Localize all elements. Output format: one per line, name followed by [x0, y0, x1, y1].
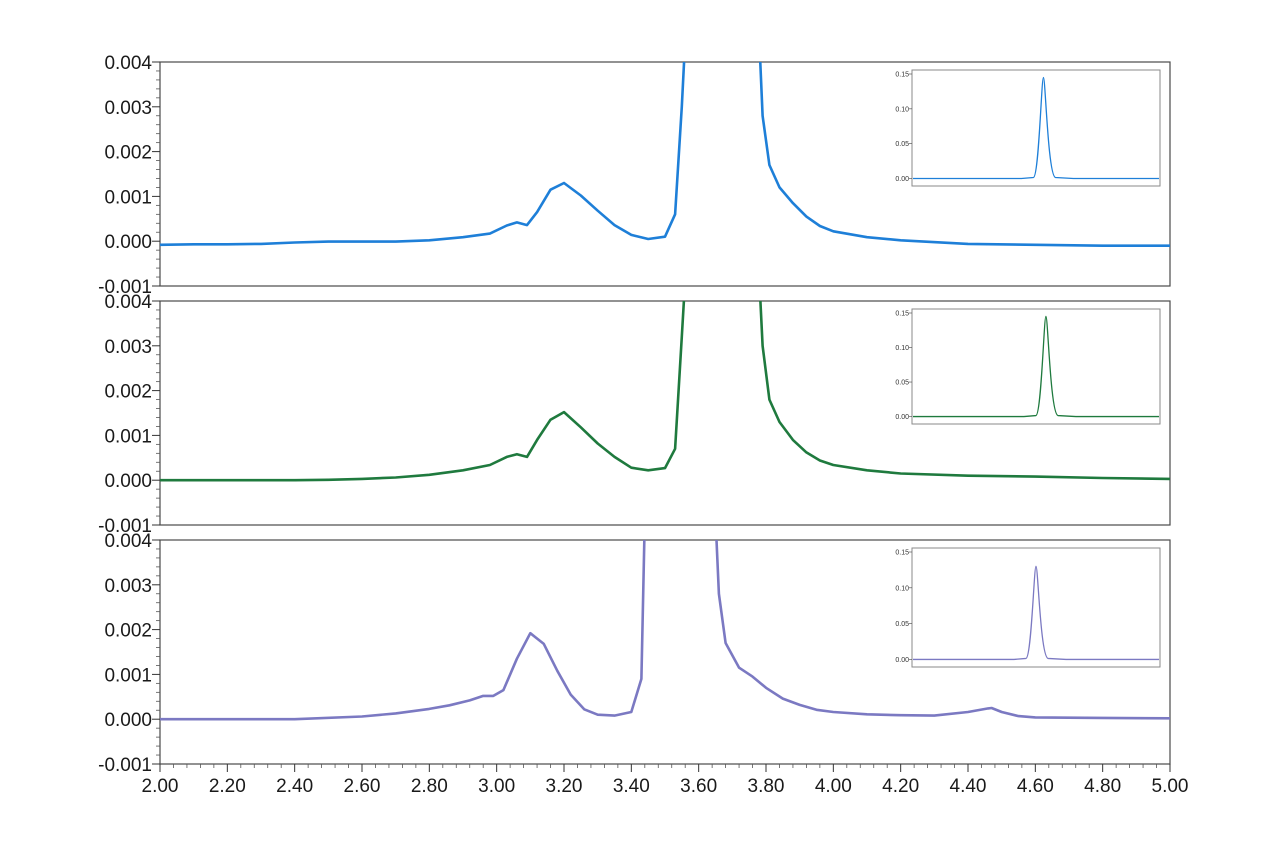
y-tick-label: 0.000 [104, 471, 152, 492]
inset-1: 0.00 0.05 0.10 0.15 [895, 69, 1161, 187]
inset-y-tick-label: 0.05 [895, 621, 909, 628]
y-tick-label: 0.002 [104, 621, 152, 642]
y-tick-label: 0.001 [104, 187, 152, 208]
inset-line [913, 76, 1159, 180]
inset-2: 0.00 0.05 0.10 0.15 [895, 308, 1161, 425]
inset-y-tick-label: 0.15 [895, 550, 909, 557]
y-tick-label: 0.004 [104, 531, 152, 552]
y-tick-label: 0.003 [104, 98, 152, 119]
inset-y-tick-label: 0.10 [895, 345, 909, 352]
y-tick-label: 0.004 [104, 292, 152, 313]
x-tick-label: 4.20 [882, 776, 919, 797]
inset-frame [911, 547, 1161, 668]
y-tick-label: 0.004 [104, 53, 152, 74]
inset-y-tick-label: 0.10 [895, 585, 909, 592]
inset-frame [911, 308, 1161, 425]
x-tick-label: 4.60 [1017, 776, 1054, 797]
x-tick-label: 2.80 [411, 776, 448, 797]
y-tick-label: -0.001 [98, 277, 152, 298]
x-tick-label: 4.40 [950, 776, 987, 797]
inset-y-tick-label: 0.00 [895, 176, 909, 183]
panel-2-frame [159, 300, 1171, 526]
x-tick-label: 4.00 [815, 776, 852, 797]
y-tick-label: 0.002 [104, 143, 152, 164]
inset-y-tick-label: 0.15 [895, 72, 909, 79]
x-tick-label: 2.20 [209, 776, 246, 797]
inset-3: 0.00 0.05 0.10 0.15 [895, 547, 1161, 668]
inset-y-tick-label: 0.00 [895, 657, 909, 664]
panel-3: -0.0010.0000.0010.0020.0030.0040.000.050… [98, 531, 1171, 776]
y-tick-label: -0.001 [98, 755, 152, 776]
inset-y-tick-label: 0.05 [895, 141, 909, 148]
y-tick-label: 0.003 [104, 337, 152, 358]
inset-y-tick-label: 0.15 [895, 311, 909, 318]
y-tick-label: 0.003 [104, 576, 152, 597]
x-tick-label: 3.00 [478, 776, 515, 797]
x-tick-label: 3.20 [546, 776, 583, 797]
panel-1-frame [159, 61, 1171, 287]
inset-line [913, 315, 1159, 418]
series-line-3 [160, 540, 1170, 721]
x-tick-label: 3.40 [613, 776, 650, 797]
y-tick-label: 0.001 [104, 665, 152, 686]
inset-y-tick-label: 0.00 [895, 414, 909, 421]
inset-y-tick-label: 0.10 [895, 106, 909, 113]
y-tick-label: -0.001 [98, 516, 152, 537]
y-tick-label: 0.001 [104, 426, 152, 447]
panel-2: -0.0010.0000.0010.0020.0030.0040.000.050… [98, 292, 1171, 537]
series-line-1 [160, 62, 1170, 247]
x-tick-label: 4.80 [1084, 776, 1121, 797]
inset-y-tick-label: 0.05 [895, 380, 909, 387]
panel-1: -0.0010.0000.0010.0020.0030.0040.000.050… [98, 53, 1171, 298]
y-tick-label: 0.002 [104, 382, 152, 403]
x-tick-label: 2.60 [344, 776, 381, 797]
x-tick-label: 3.80 [748, 776, 785, 797]
y-tick-label: 0.000 [104, 710, 152, 731]
y-tick-label: 0.000 [104, 232, 152, 253]
x-tick-label: 5.00 [1152, 776, 1189, 797]
panel-3-frame [159, 539, 1171, 765]
x-tick-label: 3.60 [680, 776, 717, 797]
x-tick-label: 2.00 [142, 776, 179, 797]
x-tick-label: 2.40 [276, 776, 313, 797]
series-line-2 [160, 301, 1170, 482]
inset-line [913, 565, 1159, 661]
